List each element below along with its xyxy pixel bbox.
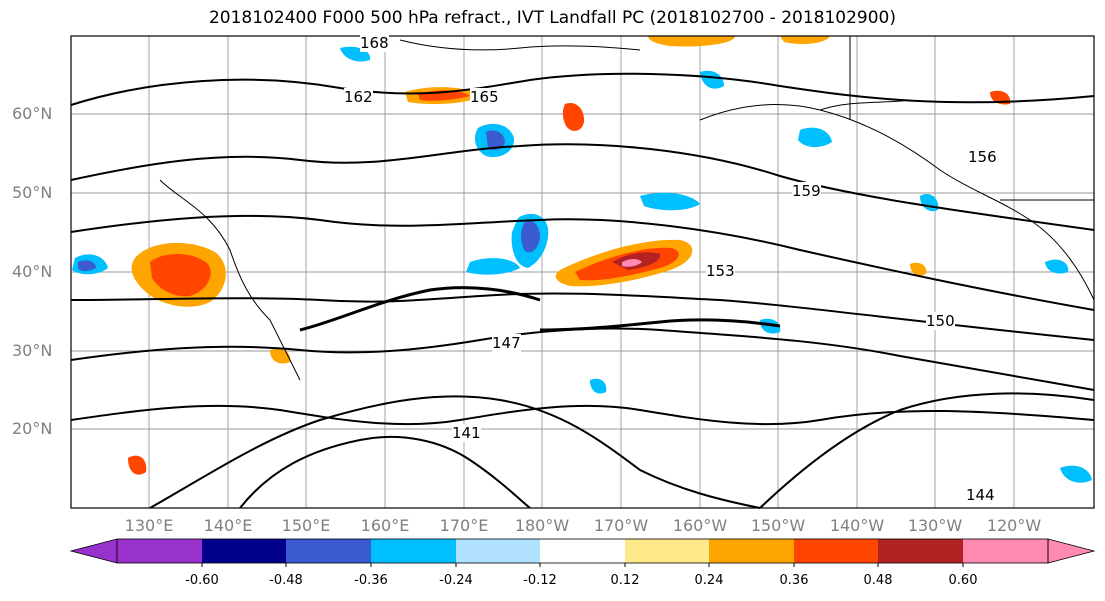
colorbar-segment xyxy=(963,539,1048,563)
lon-label: 140°E xyxy=(203,516,253,535)
contour-label: 156 xyxy=(968,148,997,166)
colorbar-tick-label: 0.24 xyxy=(694,573,724,588)
lon-label: 150°W xyxy=(750,516,806,535)
contour-label: 141 xyxy=(452,424,481,442)
contour-label: 150 xyxy=(926,312,955,330)
lon-label: 160°W xyxy=(672,516,728,535)
contour-label: 159 xyxy=(792,182,821,200)
colorbar-segment xyxy=(456,539,540,563)
lat-label: 50°N xyxy=(12,183,53,202)
colorbar-tick-label: -0.48 xyxy=(269,573,303,588)
lon-label: 140°W xyxy=(829,516,885,535)
lon-label: 150°E xyxy=(281,516,331,535)
colorbar-tick-label: 0.12 xyxy=(610,573,640,588)
lon-label: 130°W xyxy=(907,516,963,535)
contour-label: 162 xyxy=(344,88,373,106)
colorbar-tick-label: -0.36 xyxy=(354,573,388,588)
colorbar-segment xyxy=(117,539,202,563)
colorbar xyxy=(69,538,1096,567)
coastlines xyxy=(159,36,1095,381)
lon-label: 170°E xyxy=(439,516,489,535)
colorbar-tick-label: 0.60 xyxy=(948,573,978,588)
contour-label: 165 xyxy=(470,88,499,106)
colorbar-tick-label: 0.48 xyxy=(863,573,893,588)
colorbar-tick-label: 0.36 xyxy=(779,573,809,588)
contour-label: 168 xyxy=(360,34,389,52)
colorbar-segment xyxy=(202,539,286,563)
contour-label: 147 xyxy=(492,334,521,352)
lon-label: 170°W xyxy=(593,516,649,535)
colorbar-outline xyxy=(116,538,1049,564)
colorbar-segment xyxy=(286,539,371,563)
lat-label: 30°N xyxy=(12,341,53,360)
lon-label: 120°W xyxy=(986,516,1042,535)
colorbar-segment xyxy=(625,539,709,563)
colorbar-segment xyxy=(540,539,625,563)
lon-label: 180°W xyxy=(514,516,570,535)
contour-label: 144 xyxy=(966,486,995,504)
map-border xyxy=(70,35,1095,509)
colorbar-extend-min xyxy=(69,538,118,564)
colorbar-segment xyxy=(878,539,963,563)
chart-title: 2018102400 F000 500 hPa refract., IVT La… xyxy=(208,8,896,28)
lat-label: 20°N xyxy=(12,419,53,438)
lat-label: 60°N xyxy=(12,104,53,123)
lat-label: 40°N xyxy=(12,262,53,281)
colorbar-segment xyxy=(709,539,794,563)
colorbar-segment xyxy=(794,539,878,563)
contour-label: 153 xyxy=(706,262,735,280)
colorbar-segment xyxy=(371,539,456,563)
lon-label: 160°E xyxy=(360,516,410,535)
lon-label: 130°E xyxy=(124,516,174,535)
colorbar-extend-max xyxy=(1047,538,1096,564)
colorbar-tick-label: -0.24 xyxy=(439,573,473,588)
colorbar-tick-label: -0.60 xyxy=(185,573,219,588)
colorbar-tick-label: -0.12 xyxy=(523,573,557,588)
geopotential-contours xyxy=(70,72,1095,509)
